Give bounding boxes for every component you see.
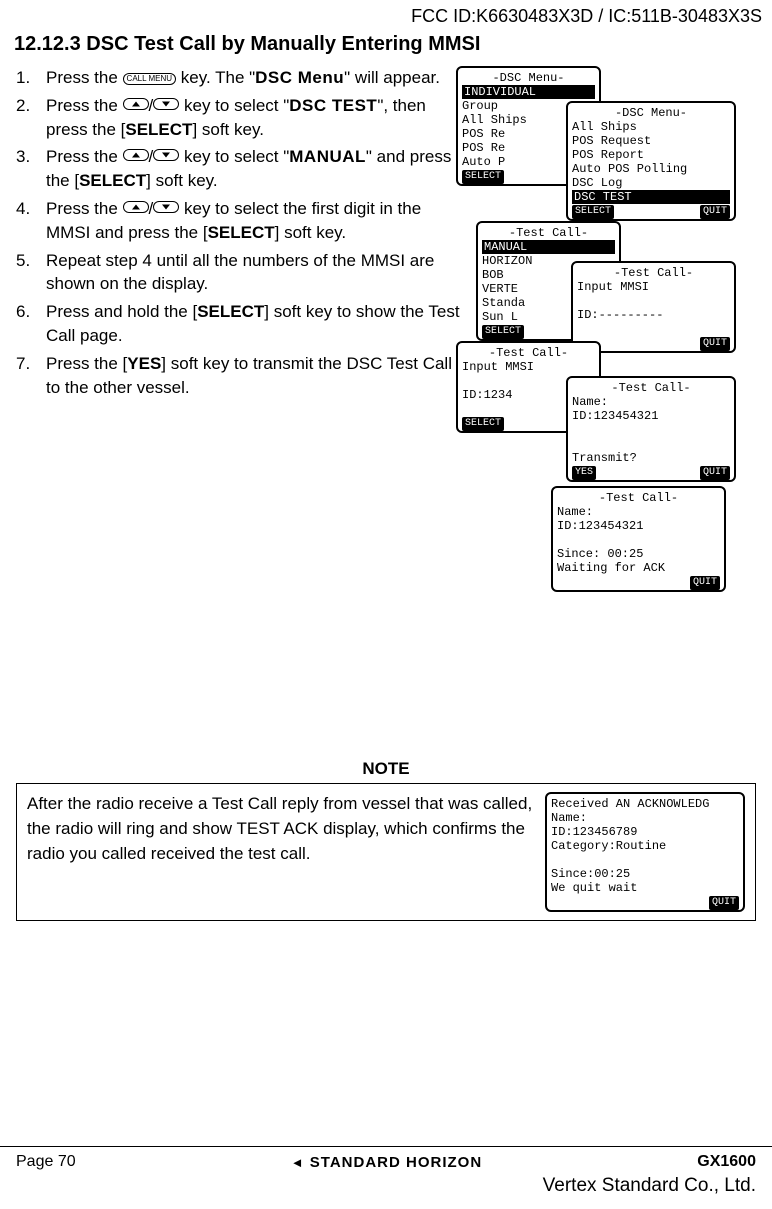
arrow-up-icon (123, 201, 149, 213)
step-4: 4. Press the / key to select the first d… (16, 197, 461, 245)
step-3: 3. Press the / key to select "MANUAL" an… (16, 145, 461, 193)
lcd-input-mmsi-blank: -Test Call- Input MMSI ID:--------- QUIT (571, 261, 736, 353)
arrow-up-icon (123, 98, 149, 110)
note-box: After the radio receive a Test Call repl… (16, 783, 756, 921)
steps-list: 1. Press the CALL MENU key. The "DSC Men… (16, 66, 461, 399)
step-1: 1. Press the CALL MENU key. The "DSC Men… (16, 66, 461, 90)
arrow-down-icon (153, 201, 179, 213)
step-6: 6. Press and hold the [SELECT] soft key … (16, 300, 461, 348)
lcd-transmit: -Test Call- Name: ID:123454321 Transmit?… (566, 376, 736, 482)
step-num: 1. (16, 66, 46, 90)
brand-logo: ◄ STANDARD HORIZON (291, 1154, 482, 1171)
lcd-ack: Received AN ACKNOWLEDG Name: ID:12345678… (545, 792, 745, 912)
step-text: Press the CALL MENU key. The "DSC Menu" … (46, 66, 461, 90)
note-text: After the radio receive a Test Call repl… (27, 792, 545, 912)
lcd-waiting-ack: -Test Call- Name: ID:123454321 Since: 00… (551, 486, 726, 592)
arrow-down-icon (153, 98, 179, 110)
step-5: 5. Repeat step 4 until all the numbers o… (16, 249, 461, 297)
step-7: 7. Press the [YES] soft key to transmit … (16, 352, 461, 400)
lcd-dsc-menu-2: -DSC Menu- All Ships POS Request POS Rep… (566, 101, 736, 221)
note-label: NOTE (0, 759, 772, 779)
step-2: 2. Press the / key to select "DSC TEST",… (16, 94, 461, 142)
page-number: Page 70 (16, 1153, 76, 1171)
company-name: Vertex Standard Co., Ltd. (16, 1171, 756, 1197)
arrow-down-icon (153, 149, 179, 161)
footer: Page 70 ◄ STANDARD HORIZON GX1600 Vertex… (0, 1146, 772, 1197)
arrow-up-icon (123, 149, 149, 161)
header-fcc: FCC ID:K6630483X3D / IC:511B-30483X3S (0, 0, 772, 27)
model-number: GX1600 (697, 1153, 756, 1171)
section-title: 12.12.3 DSC Test Call by Manually Enteri… (0, 27, 772, 66)
call-menu-icon: CALL MENU (123, 73, 177, 85)
